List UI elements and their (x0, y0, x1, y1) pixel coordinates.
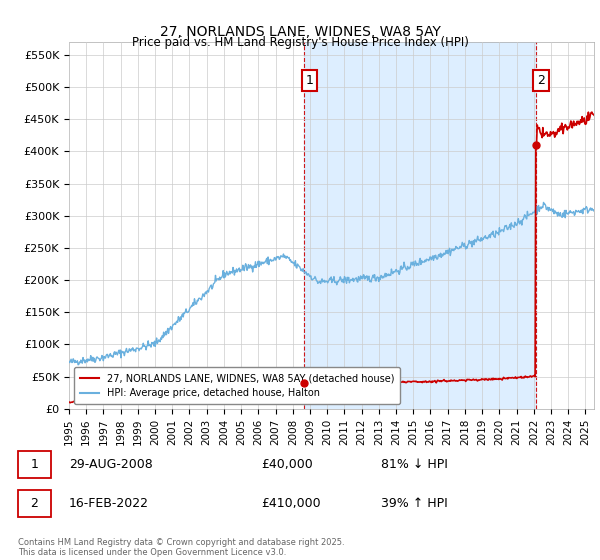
Text: £410,000: £410,000 (261, 497, 320, 510)
Text: 81% ↓ HPI: 81% ↓ HPI (381, 458, 448, 471)
Text: 2: 2 (537, 74, 545, 87)
Text: 16-FEB-2022: 16-FEB-2022 (69, 497, 149, 510)
Text: £40,000: £40,000 (261, 458, 313, 471)
Text: Price paid vs. HM Land Registry's House Price Index (HPI): Price paid vs. HM Land Registry's House … (131, 36, 469, 49)
Text: 39% ↑ HPI: 39% ↑ HPI (381, 497, 448, 510)
Text: 2: 2 (30, 497, 38, 510)
Text: 29-AUG-2008: 29-AUG-2008 (69, 458, 153, 471)
Legend: 27, NORLANDS LANE, WIDNES, WA8 5AY (detached house), HPI: Average price, detache: 27, NORLANDS LANE, WIDNES, WA8 5AY (deta… (74, 367, 400, 404)
Text: Contains HM Land Registry data © Crown copyright and database right 2025.
This d: Contains HM Land Registry data © Crown c… (18, 538, 344, 557)
Text: 1: 1 (30, 458, 38, 471)
Text: 1: 1 (305, 74, 313, 87)
Bar (304, 42, 536, 409)
Text: 27, NORLANDS LANE, WIDNES, WA8 5AY: 27, NORLANDS LANE, WIDNES, WA8 5AY (160, 25, 440, 39)
